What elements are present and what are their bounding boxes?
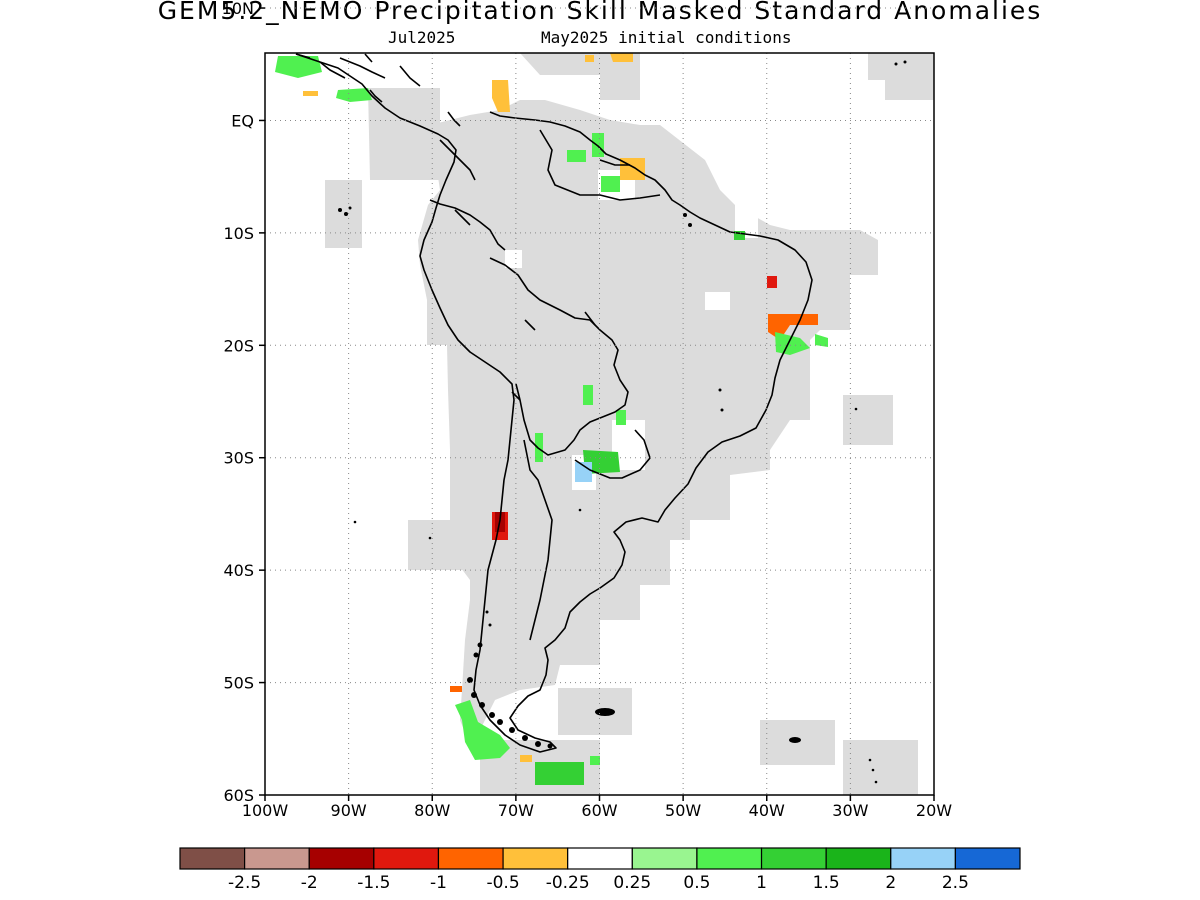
y-tick-label: EQ [231, 111, 254, 130]
colorbar-label: -0.5 [486, 873, 519, 893]
y-tick-label: 40S [223, 561, 254, 580]
colorbar-swatch [631, 847, 698, 870]
x-tick-label: 60W [581, 801, 617, 820]
colorbar-swatch [244, 847, 310, 870]
x-axis: 100W 90W 80W 70W 60W 50W 40W 30W 20W [242, 795, 952, 820]
colorbar-swatch [696, 847, 763, 870]
x-tick-label: 100W [242, 801, 289, 820]
y-tick-label: 20S [223, 336, 254, 355]
graticule [265, 7, 934, 795]
x-tick-label: 90W [331, 801, 367, 820]
colorbar-label: -2 [301, 873, 318, 893]
anomaly-patches [275, 53, 828, 785]
map-title: GEM5.2_NEMO Precipitation Skill Masked S… [157, 0, 1043, 25]
colorbar [179, 847, 1021, 870]
x-tick-label: 20W [916, 801, 952, 820]
colorbar-label: 1 [756, 873, 767, 893]
colorbar-swatch [825, 847, 892, 870]
colorbar-label: -2.5 [228, 873, 261, 893]
colorbar-swatch [760, 847, 827, 870]
initial-conditions: May2025 initial conditions [541, 28, 792, 47]
colorbar-swatch [308, 847, 375, 870]
y-axis: 10N EQ 10S 20S 30S 40S 50S 60S [222, 0, 265, 805]
y-tick-label: 10S [223, 224, 254, 243]
x-tick-label: 40W [749, 801, 785, 820]
x-tick-label: 70W [498, 801, 534, 820]
colorbar-label: -0.25 [546, 873, 590, 893]
colorbar-label: 0.25 [613, 873, 651, 893]
y-tick-label: 60S [223, 786, 254, 805]
y-tick-label: 50S [223, 674, 254, 693]
colorbar-label: -1.5 [357, 873, 390, 893]
colorbar-swatch [179, 847, 246, 870]
target-month: Jul2025 [388, 28, 456, 47]
coastlines [295, 53, 813, 753]
colorbar-labels: -2.5 -2 -1.5 -1 -0.5 -0.25 0.25 0.5 1 1.5 2 2.5 [228, 873, 969, 893]
y-tick-label: 10N [222, 0, 254, 18]
colorbar-label: 1.5 [813, 873, 840, 893]
colorbar-swatch [567, 847, 633, 870]
x-tick-label: 50W [665, 801, 701, 820]
x-tick-label: 80W [414, 801, 450, 820]
y-tick-label: 30S [223, 449, 254, 468]
x-tick-label: 30W [832, 801, 868, 820]
colorbar-swatch [890, 847, 956, 870]
colorbar-label: 2 [885, 873, 896, 893]
colorbar-label: 2.5 [942, 873, 969, 893]
islands [338, 60, 907, 784]
colorbar-label: 0.5 [683, 873, 710, 893]
colorbar-swatch [502, 847, 569, 870]
colorbar-swatch [954, 847, 1021, 870]
colorbar-swatch [437, 847, 504, 870]
colorbar-label: -1 [430, 873, 447, 893]
colorbar-swatch [373, 847, 440, 870]
